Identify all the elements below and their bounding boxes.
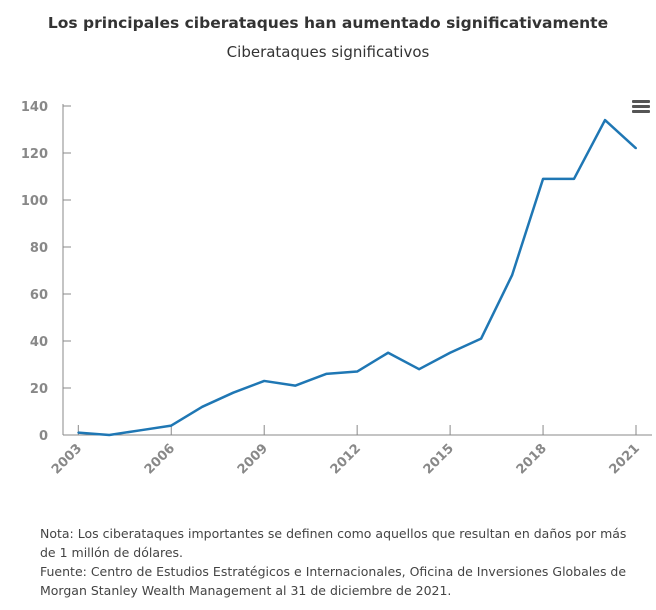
x-tick-label: 2003 bbox=[49, 441, 85, 477]
data-point bbox=[77, 431, 80, 434]
data-point bbox=[511, 274, 514, 277]
x-tick-label: 2006 bbox=[142, 441, 178, 477]
hamburger-menu-icon[interactable] bbox=[632, 100, 650, 114]
y-tick-label: 120 bbox=[21, 147, 48, 162]
data-point bbox=[139, 429, 142, 432]
data-point bbox=[170, 424, 173, 427]
series-line bbox=[78, 118, 637, 437]
y-tick-label: 140 bbox=[21, 100, 48, 115]
chart-subtitle: Ciberataques significativos bbox=[226, 43, 430, 61]
data-point bbox=[232, 391, 235, 394]
chart-title: Los principales ciberataques han aumenta… bbox=[47, 14, 609, 32]
y-tick-label: 40 bbox=[30, 335, 48, 350]
data-point bbox=[108, 434, 111, 436]
data-point bbox=[418, 368, 421, 371]
data-point bbox=[356, 370, 359, 373]
data-point bbox=[325, 372, 328, 375]
y-tick-label: 60 bbox=[30, 288, 48, 303]
data-point bbox=[294, 384, 297, 387]
data-point bbox=[201, 405, 204, 408]
x-tick-label: 2021 bbox=[607, 441, 643, 477]
data-point bbox=[573, 177, 576, 180]
data-point bbox=[387, 351, 390, 354]
data-point bbox=[604, 119, 607, 122]
data-point bbox=[263, 379, 266, 382]
x-tick-label: 2015 bbox=[421, 441, 457, 477]
data-point bbox=[635, 147, 637, 150]
x-tick-label: 2018 bbox=[514, 441, 550, 477]
note-text: Nota: Los ciberataques importantes se de… bbox=[40, 526, 627, 560]
y-tick-label: 100 bbox=[21, 194, 48, 209]
data-point bbox=[542, 177, 545, 180]
y-tick-label: 20 bbox=[30, 382, 48, 397]
x-tick-label: 2009 bbox=[235, 441, 271, 477]
chart-notes: Nota: Los ciberataques importantes se de… bbox=[40, 524, 640, 600]
data-point bbox=[480, 337, 483, 340]
data-point bbox=[449, 351, 452, 354]
y-tick-label: 80 bbox=[30, 241, 48, 256]
source-text: Fuente: Centro de Estudios Estratégicos … bbox=[40, 564, 627, 598]
x-tick-label: 2012 bbox=[328, 441, 364, 477]
line-chart: 0 20 40 60 80 100 120 140 2003 2006 2009 2012 2015 20… bbox=[21, 100, 652, 477]
y-tick-label: 0 bbox=[39, 429, 48, 444]
